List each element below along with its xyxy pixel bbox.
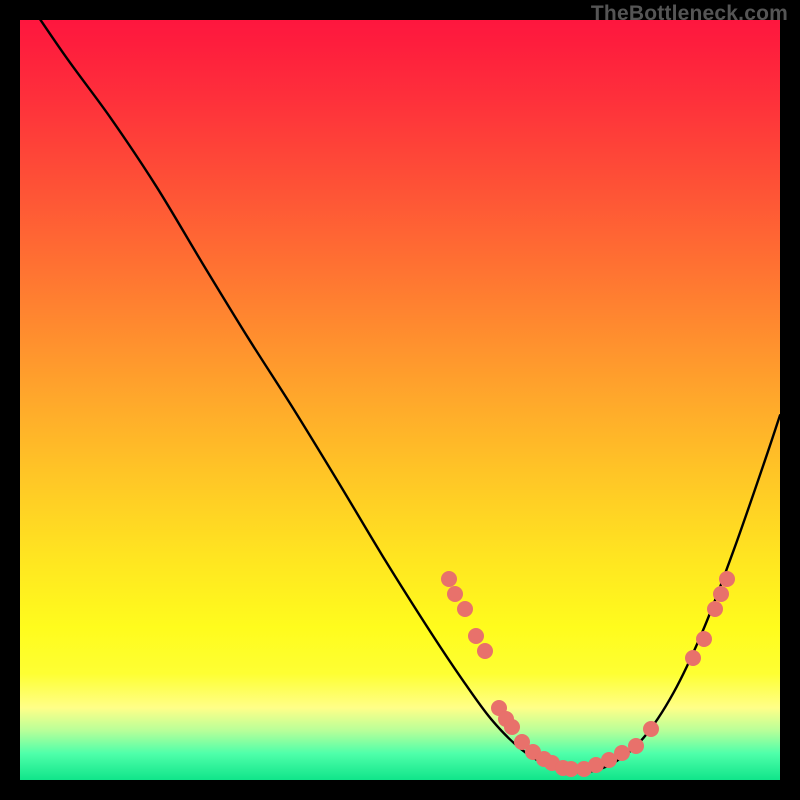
- scatter-marker: [628, 738, 644, 754]
- scatter-marker: [447, 586, 463, 602]
- scatter-marker: [719, 571, 735, 587]
- chart-stage: TheBottleneck.com: [0, 0, 800, 800]
- watermark-label: TheBottleneck.com: [591, 2, 788, 26]
- v-curve: [20, 0, 780, 773]
- scatter-marker: [713, 586, 729, 602]
- scatter-marker: [441, 571, 457, 587]
- curve-layer: [20, 20, 780, 780]
- scatter-marker: [685, 650, 701, 666]
- scatter-marker: [643, 721, 659, 737]
- scatter-marker: [457, 601, 473, 617]
- scatter-marker: [707, 601, 723, 617]
- scatter-marker: [468, 628, 484, 644]
- scatter-marker: [477, 643, 493, 659]
- scatter-marker: [504, 719, 520, 735]
- plot-area: [20, 20, 780, 780]
- scatter-marker: [696, 631, 712, 647]
